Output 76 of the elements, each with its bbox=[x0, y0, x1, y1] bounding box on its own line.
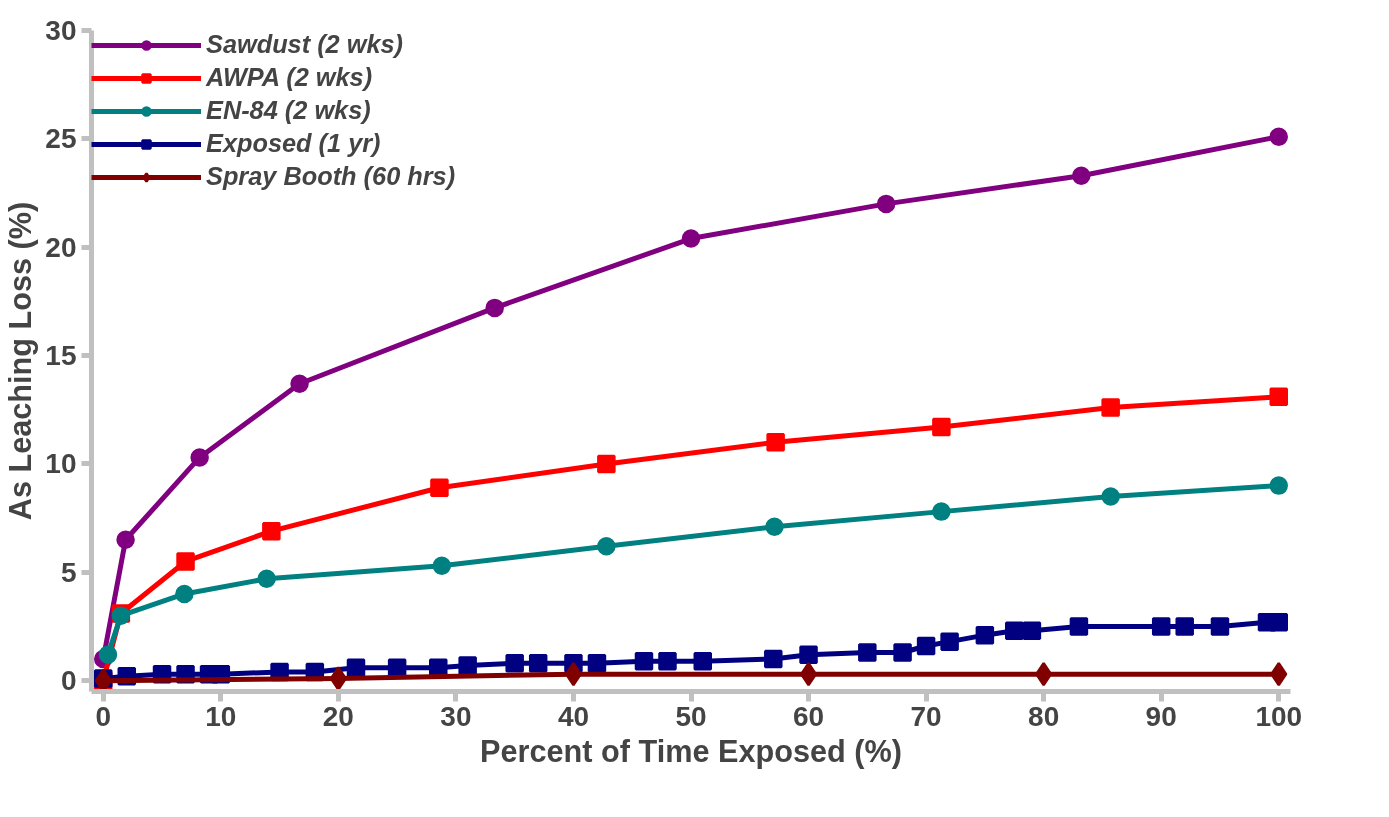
x-tick-label: 10 bbox=[205, 700, 237, 732]
x-tick-label: 60 bbox=[792, 700, 825, 732]
point bbox=[1269, 612, 1288, 632]
point bbox=[876, 194, 896, 214]
point bbox=[458, 656, 477, 675]
y-tick-label: 10 bbox=[45, 448, 77, 480]
legend-label: AWPA (2 wks) bbox=[206, 63, 373, 92]
x-tick-label: 20 bbox=[322, 700, 354, 732]
point bbox=[799, 661, 818, 687]
x-tick-label: 80 bbox=[1028, 700, 1060, 732]
point bbox=[916, 636, 936, 656]
y-tick-label: 15 bbox=[45, 340, 77, 372]
legend-label: EN-84 (2 wks) bbox=[206, 96, 371, 125]
x-tick-label: 100 bbox=[1255, 700, 1303, 732]
y-tick-label: 5 bbox=[60, 556, 77, 588]
y-tick-label: 0 bbox=[60, 665, 77, 697]
legend-label: Exposed (1 yr) bbox=[206, 129, 381, 158]
point bbox=[1022, 621, 1042, 641]
point bbox=[1072, 166, 1091, 185]
legend-label: Sawdust (2 wks) bbox=[206, 30, 404, 59]
point bbox=[693, 651, 712, 671]
point bbox=[430, 478, 449, 498]
point bbox=[764, 649, 783, 669]
point bbox=[505, 654, 524, 673]
point bbox=[1005, 621, 1024, 641]
point bbox=[257, 569, 276, 589]
x-tick-label: 30 bbox=[440, 700, 472, 732]
point bbox=[1210, 617, 1230, 636]
point bbox=[190, 448, 209, 467]
point bbox=[176, 552, 195, 571]
point bbox=[1069, 617, 1089, 636]
point bbox=[1101, 487, 1120, 506]
point bbox=[98, 645, 118, 664]
point bbox=[634, 651, 654, 671]
point bbox=[658, 651, 677, 671]
point bbox=[975, 625, 995, 645]
point bbox=[1175, 617, 1194, 636]
point bbox=[766, 433, 785, 452]
point bbox=[681, 229, 701, 248]
point bbox=[597, 537, 616, 556]
point bbox=[1269, 476, 1288, 495]
point bbox=[564, 661, 583, 687]
x-tick-label: 70 bbox=[910, 700, 942, 732]
legend-label: Spray Booth (60 hrs) bbox=[206, 162, 456, 191]
x-tick-label: 50 bbox=[675, 700, 707, 732]
point bbox=[597, 454, 616, 474]
point bbox=[290, 374, 309, 393]
point bbox=[932, 502, 951, 521]
x-tick-label: 90 bbox=[1145, 700, 1177, 732]
x-tick-label: 40 bbox=[557, 700, 590, 732]
y-tick-label: 20 bbox=[45, 231, 77, 263]
point bbox=[387, 658, 407, 677]
point bbox=[432, 556, 452, 576]
point bbox=[329, 666, 347, 691]
point bbox=[1101, 398, 1120, 417]
x-axis-title: Percent of Time Exposed (%) bbox=[480, 733, 902, 769]
point bbox=[799, 645, 818, 664]
point bbox=[485, 298, 504, 318]
point bbox=[932, 417, 951, 437]
x-tick-label: 0 bbox=[95, 700, 112, 732]
point bbox=[587, 654, 607, 673]
point bbox=[528, 654, 548, 673]
point bbox=[893, 643, 912, 662]
y-axis-title: As Leaching Loss (%) bbox=[3, 201, 39, 521]
point bbox=[765, 517, 784, 537]
point bbox=[940, 632, 959, 651]
point bbox=[175, 584, 194, 604]
point bbox=[1269, 127, 1288, 146]
point bbox=[1151, 617, 1171, 636]
y-tick-label: 30 bbox=[45, 15, 77, 46]
point bbox=[346, 658, 366, 677]
point bbox=[858, 643, 877, 662]
point bbox=[1269, 387, 1288, 407]
point bbox=[116, 530, 135, 550]
y-tick-label: 25 bbox=[45, 123, 77, 155]
point bbox=[262, 521, 281, 541]
